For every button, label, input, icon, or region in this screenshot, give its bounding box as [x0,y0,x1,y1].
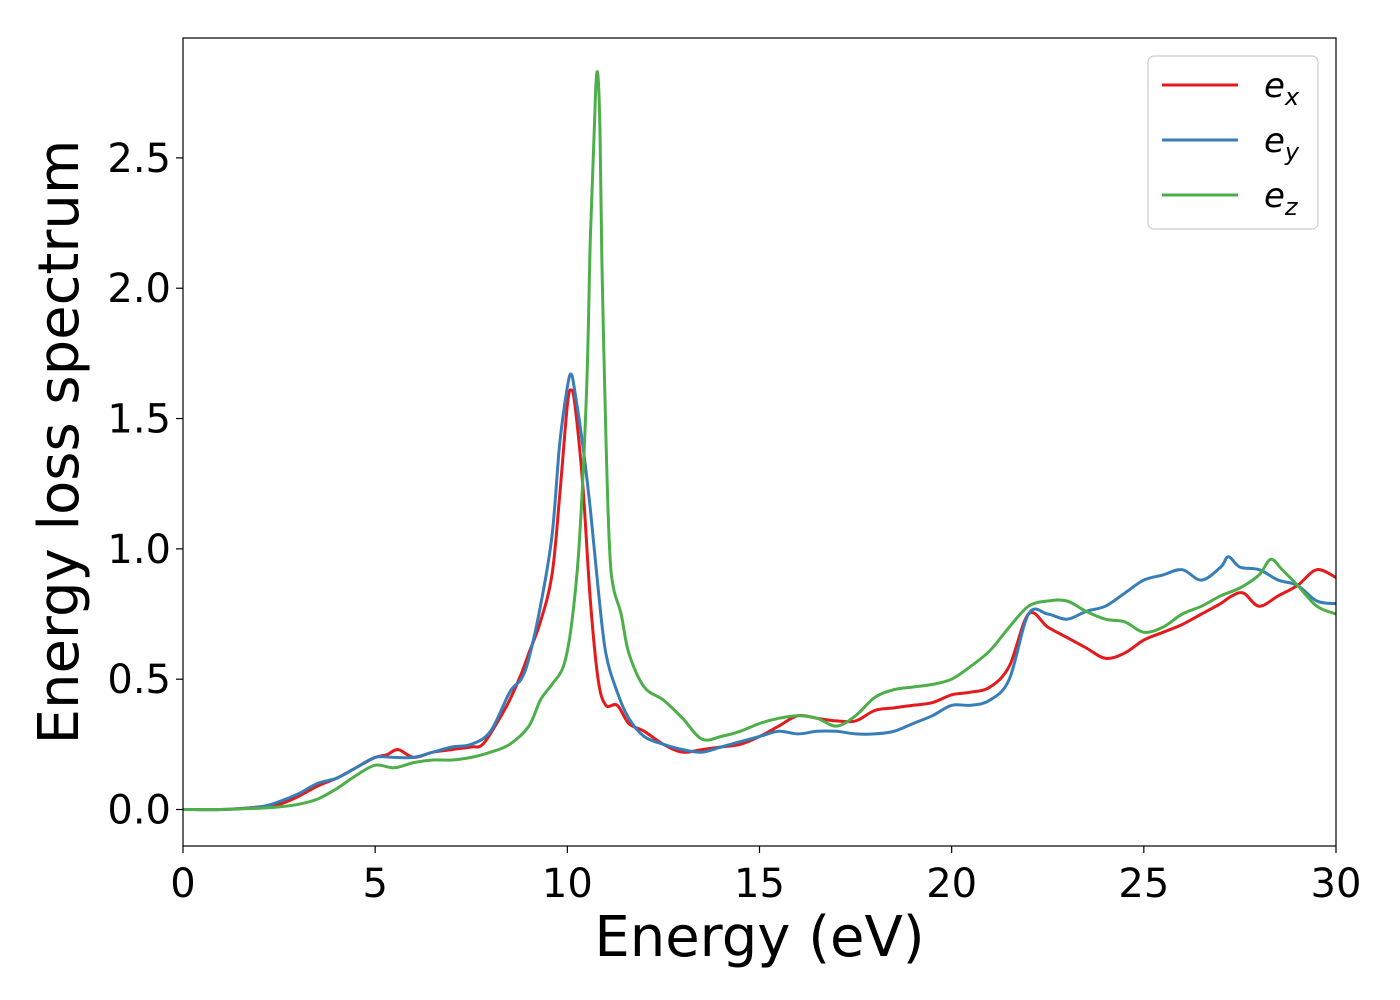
y-tick-label: 1.0 [107,527,171,573]
x-tick-label: 0 [170,861,195,907]
y-tick-label: 2.5 [107,136,171,182]
x-axis-title: Energy (eV) [594,905,924,970]
x-tick-label: 15 [734,861,785,907]
y-tick-label: 0.5 [107,657,171,703]
y-tick-label: 2.0 [107,266,171,312]
y-axis: 0.0 0.5 1.0 1.5 2.0 2.5 [107,136,183,834]
series-line-ey [183,372,1336,812]
y-tick-label: 1.5 [107,397,171,443]
x-tick-label: 30 [1311,861,1362,907]
x-tick-label: 25 [1118,861,1169,907]
x-tick-label: 20 [926,861,977,907]
series-line-ez [183,70,1336,812]
x-tick-label: 5 [362,861,387,907]
legend-frame [1147,55,1319,230]
x-tick-label: 10 [542,861,593,907]
x-axis: 0 5 10 15 20 25 30 [170,846,1361,907]
y-tick-label: 0.0 [107,788,171,834]
series-layer [183,70,1336,812]
y-axis-title: Energy loss spectrum [27,140,92,745]
